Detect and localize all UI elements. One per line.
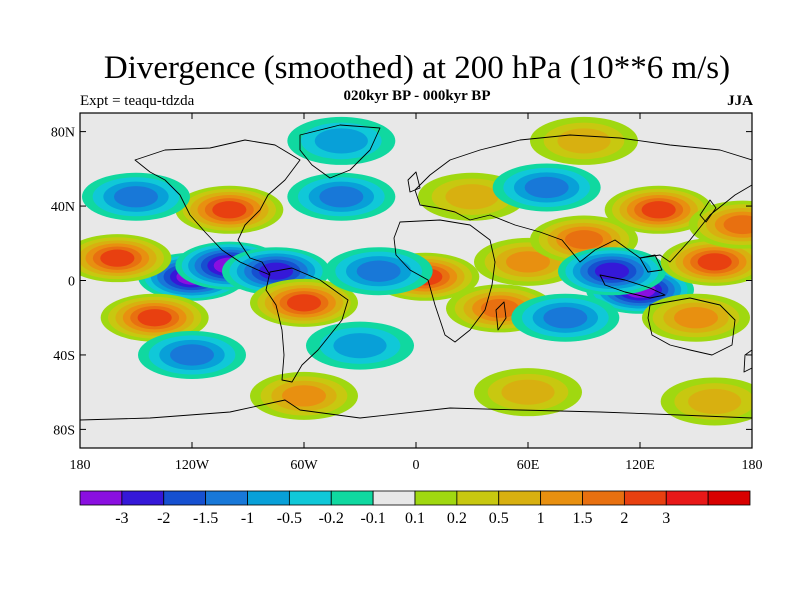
colorbar-label: -0.5 <box>277 510 302 527</box>
colorbar-label: 1 <box>537 510 545 527</box>
colorbar-swatch <box>540 490 583 506</box>
lon-tick-label: 120E <box>625 458 655 473</box>
colorbar-label: 3 <box>662 510 670 527</box>
field-anomaly <box>660 237 752 286</box>
contour-fill <box>641 201 676 219</box>
colorbar-label: -1 <box>241 510 254 527</box>
contour-fill <box>319 186 364 208</box>
contour-fill <box>543 307 588 329</box>
lon-tick-label: 180 <box>742 458 763 473</box>
field-anomaly <box>642 293 750 342</box>
field-anomaly <box>306 321 414 370</box>
lon-tick-label: 60E <box>517 458 540 473</box>
colorbar-swatch <box>288 490 332 506</box>
map-axes: 80N 40N 0 40S 80S 180 120W 60W 0 60E 120E 180 <box>51 113 763 473</box>
contour-fill <box>723 215 752 235</box>
field-anomaly <box>100 293 209 342</box>
lon-tick-label: 180 <box>70 458 91 473</box>
contour-fill <box>564 230 604 250</box>
plot-subtitle: 020kyr BP - 000kyr BP <box>343 88 491 104</box>
colorbar-swatch <box>707 490 751 506</box>
lat-tick-label: 80S <box>53 423 75 438</box>
colorbar-swatch <box>582 490 625 506</box>
contour-fill <box>674 307 718 329</box>
lon-tick-label: 60W <box>290 458 318 473</box>
contour-fill <box>282 385 326 407</box>
colorbar-label: 0.1 <box>405 510 425 527</box>
colorbar-label: -1.5 <box>193 510 218 527</box>
colorbar-swatch <box>247 490 290 506</box>
contour-fill <box>697 253 732 271</box>
field-anomaly <box>250 371 358 420</box>
colorbar-label: 1.5 <box>573 510 593 527</box>
colorbar-swatch <box>498 490 542 506</box>
field-anomaly <box>604 185 713 234</box>
lat-tick-label: 80N <box>51 126 75 141</box>
field-anomaly <box>250 278 358 327</box>
contour-fill <box>286 294 322 312</box>
contour-fill <box>445 184 499 210</box>
field-anomaly <box>660 377 752 426</box>
colorbar: -3 -2 -1.5 -1 -0.5 -0.2 -0.1 0.1 0.2 0.5 1 1.5 2 3 <box>79 490 751 527</box>
colorbar-label: 0.5 <box>489 510 509 527</box>
field-anomaly <box>175 185 284 234</box>
plot-title: Divergence (smoothed) at 200 hPa (10**6 … <box>103 50 731 86</box>
field-anomaly <box>82 172 190 221</box>
field-anomaly <box>80 234 172 283</box>
contour-fill <box>501 379 555 405</box>
divergence-field <box>80 116 752 426</box>
contour-fill <box>314 128 368 154</box>
field-anomaly <box>474 368 582 417</box>
contour-fill <box>114 186 158 208</box>
colorbar-swatch <box>330 490 374 506</box>
field-anomaly <box>530 116 638 165</box>
colorbar-label: 2 <box>620 510 628 527</box>
experiment-label: Expt = teaqu-tdzda <box>80 93 195 109</box>
contour-fill <box>524 176 569 199</box>
contour-fill <box>557 128 611 154</box>
contour-fill <box>100 249 135 267</box>
season-label: JJA <box>727 93 753 109</box>
colorbar-label: -3 <box>115 510 128 527</box>
colorbar-swatch <box>121 490 165 506</box>
colorbar-label: -0.2 <box>319 510 344 527</box>
coastlines <box>80 124 752 421</box>
field-anomaly <box>287 116 396 165</box>
lat-tick-label: 40N <box>51 200 75 215</box>
colorbar-swatch <box>372 490 416 506</box>
field-anomaly <box>492 163 601 212</box>
lon-tick-label: 120W <box>175 458 210 473</box>
colorbar-swatch <box>414 490 458 506</box>
contour-fill <box>506 251 550 273</box>
field-anomaly <box>558 247 666 296</box>
contour-fill <box>137 309 172 327</box>
field-anomaly <box>511 293 620 342</box>
colorbar-swatch <box>79 490 123 506</box>
field-anomaly <box>138 330 246 379</box>
colorbar-label: -2 <box>157 510 170 527</box>
field-anomaly <box>287 172 396 221</box>
field-anomaly <box>324 247 433 296</box>
colorbar-swatch <box>205 490 248 506</box>
contour-fill <box>688 388 742 415</box>
lat-tick-label: 40S <box>53 349 75 364</box>
lon-tick-label: 0 <box>413 458 420 473</box>
contour-fill <box>333 333 387 359</box>
contour-fill <box>212 201 247 219</box>
colorbar-swatch <box>456 490 500 506</box>
lat-tick-label: 0 <box>68 275 75 290</box>
colorbar-label: 0.2 <box>447 510 467 527</box>
colorbar-swatch <box>665 490 709 506</box>
colorbar-swatch <box>623 490 667 506</box>
colorbar-label: -0.1 <box>360 510 385 527</box>
contour-fill <box>170 344 214 366</box>
contour-fill <box>480 298 520 318</box>
colorbar-swatch <box>163 490 207 506</box>
contour-fill <box>356 260 401 282</box>
